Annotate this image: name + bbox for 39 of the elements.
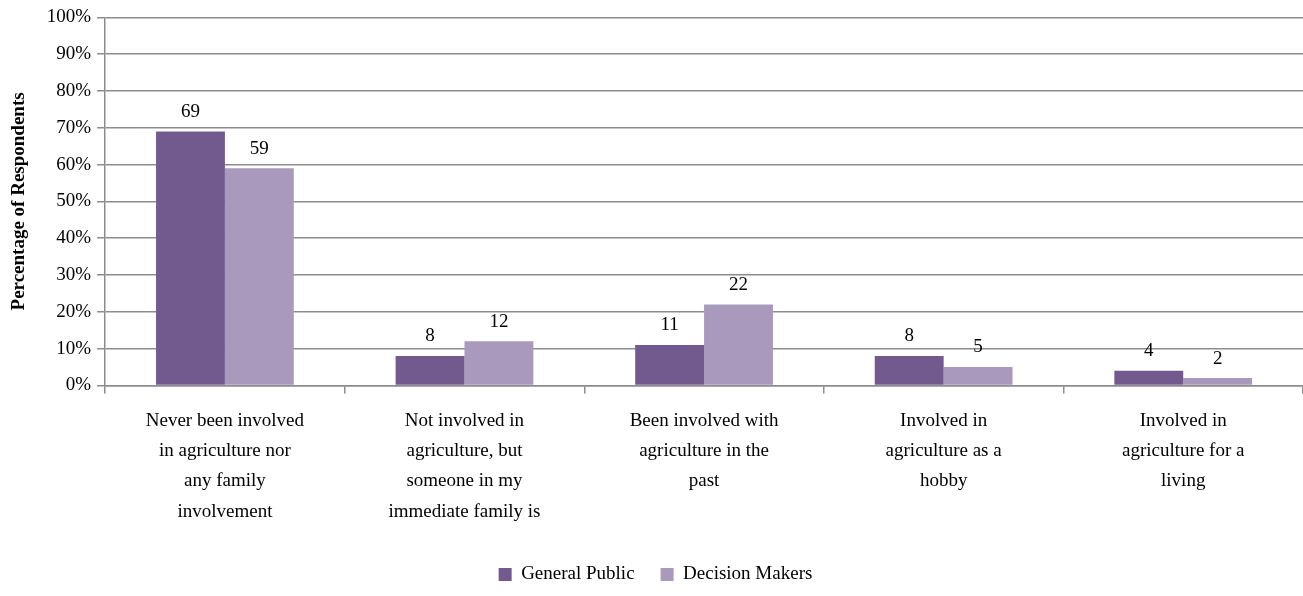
bar xyxy=(704,304,773,385)
y-tick-label: 60% xyxy=(56,152,92,174)
bar xyxy=(224,168,294,385)
x-tick-label: Been involved with agriculture in the past xyxy=(629,408,779,491)
y-tick-label: 40% xyxy=(56,226,92,248)
bar xyxy=(1183,378,1253,385)
data-label: 5 xyxy=(973,335,983,357)
y-tick-label: 90% xyxy=(56,42,92,64)
y-tick-label: 30% xyxy=(56,262,92,284)
data-label: 2 xyxy=(1212,346,1223,368)
y-tick-label: 0% xyxy=(65,373,92,395)
x-tick-label: Involved in agriculture as a hobby xyxy=(885,408,1003,491)
legend-label: Decision Makers xyxy=(683,562,813,584)
data-label: 11 xyxy=(660,313,679,335)
bar xyxy=(395,355,465,385)
data-label: 22 xyxy=(729,272,748,294)
bar xyxy=(156,131,225,385)
legend-label: General Public xyxy=(521,562,635,584)
data-label: 12 xyxy=(489,309,509,331)
data-label: 8 xyxy=(425,324,435,346)
data-label: 69 xyxy=(180,99,200,121)
bar xyxy=(943,367,1013,385)
data-label: 8 xyxy=(904,324,914,346)
data-label: 4 xyxy=(1144,339,1155,361)
bar xyxy=(635,344,705,385)
x-tick-label: Never been involved in agriculture nor any family involvement xyxy=(145,408,305,521)
y-axis-title: Percentage of Respondents xyxy=(7,92,29,311)
bar xyxy=(874,355,944,385)
x-tick-label: Involved in agriculture for a living xyxy=(1122,408,1245,491)
y-tick-label: 50% xyxy=(56,189,92,211)
y-tick-label: 70% xyxy=(56,115,92,137)
y-tick-label: 10% xyxy=(56,336,92,358)
data-label: 59 xyxy=(249,136,269,158)
bar xyxy=(464,341,534,385)
y-tick-label: 100% xyxy=(46,5,92,27)
x-tick-label: Not involved in agriculture, but someone in my immediate family is xyxy=(388,408,541,521)
bar xyxy=(1114,370,1184,385)
y-tick-label: 80% xyxy=(56,78,92,100)
y-tick-label: 20% xyxy=(56,299,92,321)
